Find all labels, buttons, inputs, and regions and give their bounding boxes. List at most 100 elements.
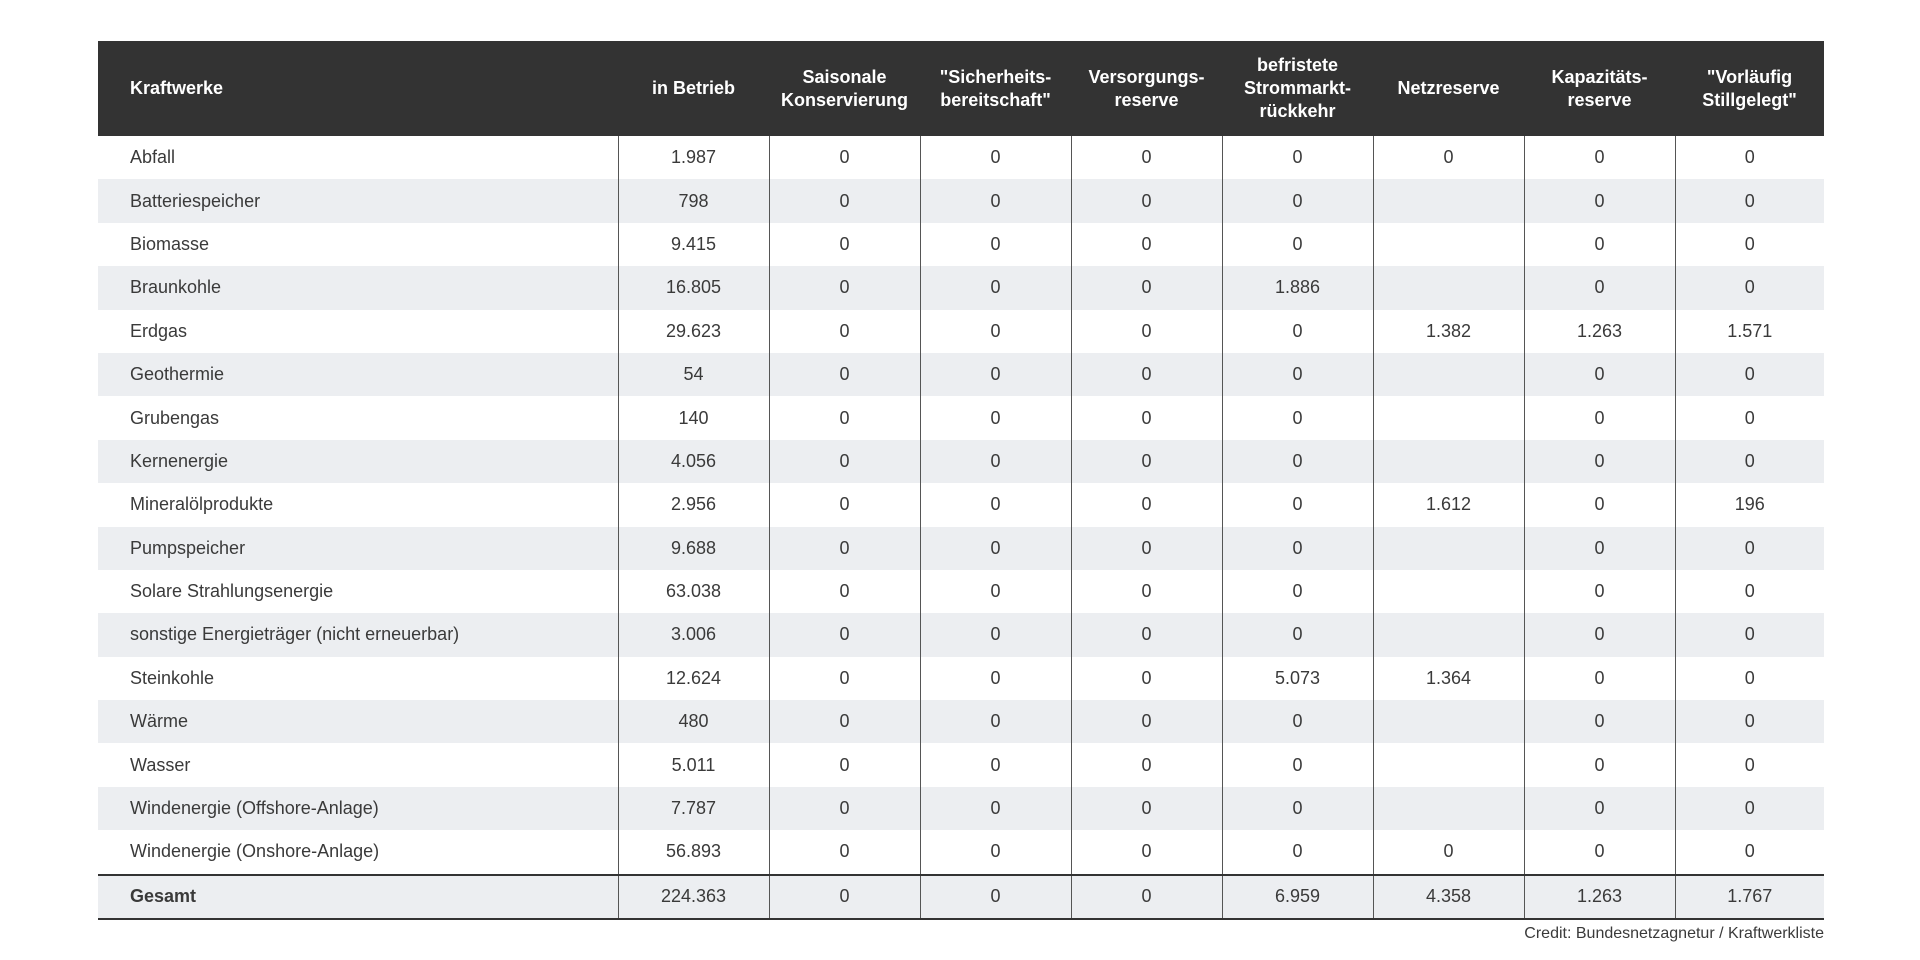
table-cell: 0 bbox=[919, 743, 1071, 787]
column-header: Kraftwerke bbox=[98, 41, 618, 136]
row-label: Wärme bbox=[98, 700, 618, 744]
table-cell: 0 bbox=[919, 656, 1071, 701]
table-cell: 0 bbox=[1221, 830, 1373, 875]
table-cell: 0 bbox=[919, 179, 1071, 223]
row-label: Mineralölprodukte bbox=[130, 494, 274, 515]
table-cell: 0 bbox=[768, 309, 920, 353]
table-row: Wasser 5.011 0 0 0 0 0 0 bbox=[98, 743, 1824, 787]
credit-line: Credit: Bundesnetzagnetur / Kraftwerklis… bbox=[1524, 925, 1824, 942]
column-header: Versorgungs-reserve bbox=[1071, 41, 1222, 136]
table-cell: 0 bbox=[768, 483, 920, 527]
table-cell bbox=[1372, 222, 1524, 267]
table-cell: 0 bbox=[1523, 830, 1675, 875]
column-header: befristete Strommarkt-rückkehr bbox=[1222, 41, 1373, 136]
table-cell: 0 bbox=[1523, 700, 1675, 744]
table-cell: 0 bbox=[1070, 222, 1222, 267]
table-cell: 0 bbox=[919, 266, 1071, 310]
table-cell: 0 bbox=[1523, 222, 1675, 267]
row-label: Pumpspeicher bbox=[98, 526, 618, 570]
row-label: Solare Strahlungsenergie bbox=[130, 581, 334, 602]
table-cell: 0 bbox=[1674, 136, 1824, 180]
table-cell: 0 bbox=[768, 830, 920, 875]
row-label: Braunkohle bbox=[98, 266, 618, 310]
table-cell: 0 bbox=[1523, 439, 1675, 484]
table-cell: 0 bbox=[768, 743, 920, 787]
table-cell: 4.056 bbox=[617, 439, 769, 484]
table-cell: 0 bbox=[768, 136, 920, 180]
table-cell: 0 bbox=[1674, 656, 1824, 701]
table-cell: 0 bbox=[1221, 743, 1373, 787]
table-cell bbox=[1372, 266, 1524, 310]
table-cell: 196 bbox=[1674, 483, 1824, 527]
total-cell: 6.959 bbox=[1221, 873, 1373, 920]
table-cell bbox=[1372, 526, 1524, 570]
table-cell: 0 bbox=[1221, 483, 1373, 527]
table-cell: 0 bbox=[919, 136, 1071, 180]
table-cell: 0 bbox=[919, 396, 1071, 440]
table-cell: 0 bbox=[1070, 266, 1222, 310]
row-label: Batteriespeicher bbox=[98, 179, 618, 223]
table-cell: 0 bbox=[919, 439, 1071, 484]
total-cell: 0 bbox=[1070, 873, 1222, 920]
table-cell: 12.624 bbox=[617, 656, 769, 701]
column-header: "Vorläufig Stillgelegt" bbox=[1675, 41, 1824, 136]
table-cell: 0 bbox=[1523, 266, 1675, 310]
row-label: Erdgas bbox=[130, 320, 188, 341]
table-row: Batteriespeicher 798 0 0 0 0 0 0 bbox=[98, 179, 1824, 223]
table-cell: 0 bbox=[1070, 352, 1222, 397]
table-row: Kernenergie 4.056 0 0 0 0 0 0 bbox=[98, 439, 1824, 484]
table-cell: 0 bbox=[1674, 222, 1824, 267]
table-cell: 0 bbox=[768, 266, 920, 310]
table-cell: 0 bbox=[1221, 700, 1373, 744]
table-cell: 0 bbox=[919, 309, 1071, 353]
table-cell: 0 bbox=[768, 439, 920, 484]
table-cell: 1.612 bbox=[1372, 483, 1524, 527]
table-cell: 0 bbox=[1372, 830, 1524, 875]
table-cell: 0 bbox=[1221, 352, 1373, 397]
table-cell: 0 bbox=[1674, 700, 1824, 744]
table-row: Biomasse 9.415 0 0 0 0 0 0 bbox=[98, 222, 1824, 267]
row-label: sonstige Energieträger (nicht erneuerbar… bbox=[98, 613, 618, 657]
table-cell bbox=[1372, 700, 1524, 744]
table-row: Windenergie (Onshore-Anlage) 56.893 0 0 0 0 0 0… bbox=[98, 830, 1824, 875]
column-header: in Betrieb bbox=[618, 41, 769, 136]
table-cell: 140 bbox=[617, 396, 769, 440]
total-cell: 1.263 bbox=[1523, 873, 1675, 920]
table-cell: 1.886 bbox=[1221, 266, 1373, 310]
column-header: Netzreserve bbox=[1373, 41, 1524, 136]
table-cell: 0 bbox=[1221, 526, 1373, 570]
table-row: Wärme 480 0 0 0 0 0 0 bbox=[98, 700, 1824, 744]
table-cell: 0 bbox=[1070, 309, 1222, 353]
table-cell: 0 bbox=[1070, 830, 1222, 875]
table-cell: 0 bbox=[768, 656, 920, 701]
table-cell: 0 bbox=[919, 700, 1071, 744]
table-cell: 1.987 bbox=[617, 136, 769, 180]
table-cell: 0 bbox=[1674, 266, 1824, 310]
row-label: Wasser bbox=[130, 754, 191, 775]
table-cell: 0 bbox=[1070, 439, 1222, 484]
table-cell bbox=[1372, 613, 1524, 657]
table-cell: 0 bbox=[1070, 613, 1222, 657]
table-cell: 0 bbox=[1523, 483, 1675, 527]
total-cell: 4.358 bbox=[1372, 873, 1524, 920]
table-cell: 0 bbox=[1221, 222, 1373, 267]
table-cell: 798 bbox=[617, 179, 769, 223]
total-cell: 1.767 bbox=[1674, 873, 1824, 920]
row-label: Abfall bbox=[130, 147, 176, 168]
table-cell: 1.571 bbox=[1674, 309, 1824, 353]
table-cell: 0 bbox=[919, 786, 1071, 831]
table-cell bbox=[1372, 352, 1524, 397]
table-cell bbox=[1372, 396, 1524, 440]
table-header-row: Kraftwerke in Betrieb Saisonale Konservier… bbox=[98, 41, 1824, 136]
table-row: Steinkohle 12.624 0 0 0 5.073 1.364 0 0 bbox=[98, 656, 1824, 701]
table-cell: 0 bbox=[768, 352, 920, 397]
table-cell: 0 bbox=[1070, 656, 1222, 701]
table-cell: 0 bbox=[1372, 136, 1524, 180]
table-cell: 0 bbox=[1523, 526, 1675, 570]
table-cell: 0 bbox=[1523, 743, 1675, 787]
table-cell: 0 bbox=[1221, 786, 1373, 831]
table-cell: 0 bbox=[1221, 309, 1373, 353]
table-cell: 0 bbox=[919, 526, 1071, 570]
table-cell: 0 bbox=[1523, 613, 1675, 657]
table-row: Grubengas 140 0 0 0 0 0 0 bbox=[98, 396, 1824, 440]
